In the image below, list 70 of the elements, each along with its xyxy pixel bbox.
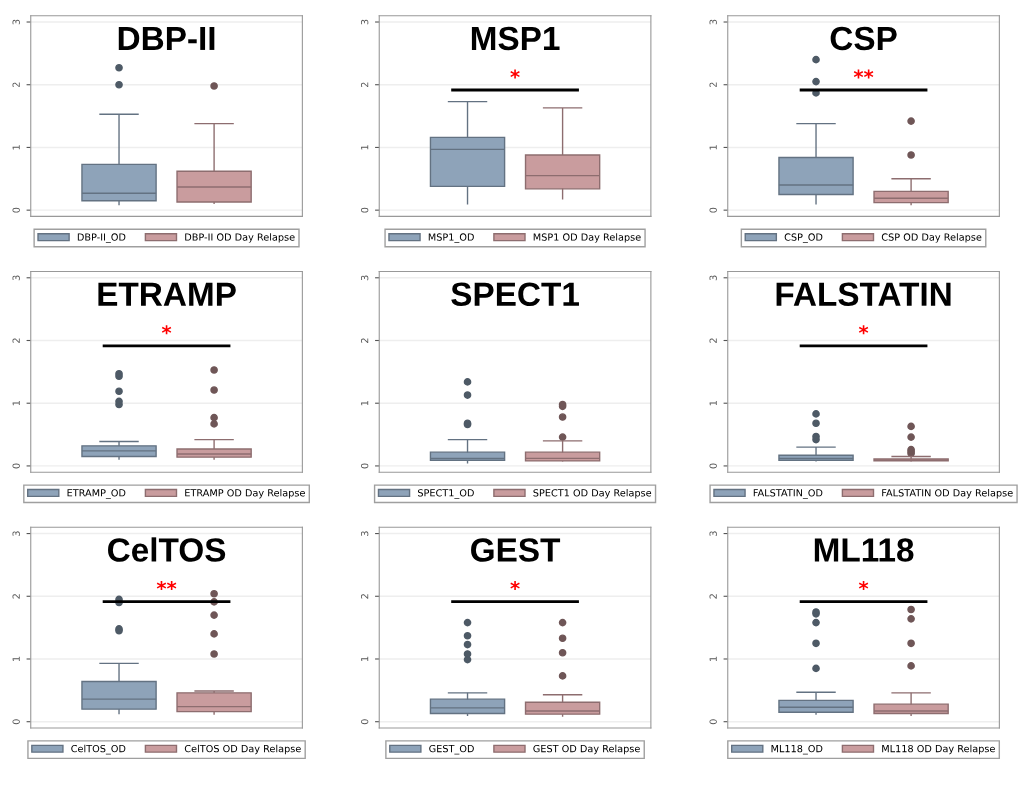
legend-label: GEST_OD <box>429 744 474 755</box>
y-tick-label: 2 <box>360 594 369 599</box>
legend-label: MSP1 OD Day Relapse <box>533 233 641 243</box>
y-tick-label: 1 <box>361 145 369 150</box>
legend-label: SPECT1_OD <box>418 489 474 499</box>
legend-label: MSP1_OD <box>428 233 474 243</box>
legend-label: ETRAMP OD Day Relapse <box>185 488 305 499</box>
y-tick-label: 1 <box>12 656 20 662</box>
y-tick-label: 0 <box>709 207 717 213</box>
y-tick-label: 0 <box>360 207 369 213</box>
y-tick-label: 2 <box>12 594 20 599</box>
y-tick-label: 3 <box>360 275 369 281</box>
y-tick-label: 2 <box>360 82 369 88</box>
y-tick-label: 0 <box>360 463 369 469</box>
y-tick-label: 1 <box>12 145 20 150</box>
annotation: ** <box>156 581 177 591</box>
y-tick-label: 2 <box>709 338 717 343</box>
legend-label: DBP-II_OD <box>77 233 126 243</box>
annotation: ** <box>853 69 874 79</box>
y-tick-label: 3 <box>360 531 369 536</box>
y-tick-label: 2 <box>12 338 20 343</box>
annotation: * <box>858 581 869 591</box>
annotation: * <box>161 325 172 335</box>
legend-label: CSP OD Day Relapse <box>881 233 982 243</box>
chart-title: ML118 <box>814 538 914 562</box>
chart-title: MSP1 <box>471 26 560 51</box>
y-tick-label: 3 <box>709 531 717 536</box>
y-tick-label: 0 <box>709 719 717 725</box>
y-tick-label: 1 <box>709 656 717 662</box>
legend-label: GEST OD Day Relapse <box>533 744 640 755</box>
y-tick-label: 3 <box>709 19 717 25</box>
y-tick-label: 3 <box>360 19 369 25</box>
y-tick-label: 3 <box>709 275 717 281</box>
y-tick-label: 0 <box>12 207 20 213</box>
y-tick-label: 1 <box>12 401 20 406</box>
y-tick-label: 1 <box>361 401 369 406</box>
y-tick-label: 2 <box>709 82 717 88</box>
y-tick-label: 2 <box>360 338 369 343</box>
annotation: * <box>510 581 520 591</box>
chart-title: FALSTATIN <box>776 282 951 307</box>
legend-label: CelTOS OD Day Relapse <box>184 744 301 755</box>
annotation: * <box>858 325 869 335</box>
chart-title: CelTOS <box>108 537 226 562</box>
y-tick-label: 2 <box>709 594 717 599</box>
legend-label: CSP_OD <box>784 233 823 243</box>
y-tick-label: 0 <box>12 463 20 469</box>
legend-label: DBP-II OD Day Relapse <box>185 233 295 243</box>
y-tick-label: 2 <box>12 82 20 88</box>
legend-label: SPECT1 OD Day Relapse <box>533 488 652 499</box>
legend-label: CelTOS_OD <box>71 744 126 755</box>
annotation: * <box>510 69 520 79</box>
y-tick-label: 0 <box>709 463 717 469</box>
y-tick-label: 1 <box>709 145 717 150</box>
legend-label: ETRAMP_OD <box>67 489 126 499</box>
y-tick-label: 1 <box>709 401 717 406</box>
chart-title: CSP <box>830 26 897 51</box>
chart-title: DBP-II <box>118 27 215 50</box>
y-tick-label: 3 <box>12 19 20 25</box>
y-tick-label: 0 <box>360 719 369 725</box>
y-tick-label: 3 <box>12 531 20 536</box>
chart-title: GEST <box>471 538 561 562</box>
chart-title: ETRAMP <box>98 282 236 306</box>
chart-title: SPECT1 <box>451 282 579 307</box>
legend-label: ML118 OD Day Relapse <box>882 744 995 755</box>
legend-label: FALSTATIN OD Day Relapse <box>882 488 1013 499</box>
y-tick-label: 1 <box>361 656 369 662</box>
y-tick-label: 3 <box>12 275 20 281</box>
y-tick-label: 0 <box>12 719 20 725</box>
legend-label: FALSTATIN_OD <box>753 489 823 499</box>
legend-label: ML118_OD <box>771 744 823 755</box>
